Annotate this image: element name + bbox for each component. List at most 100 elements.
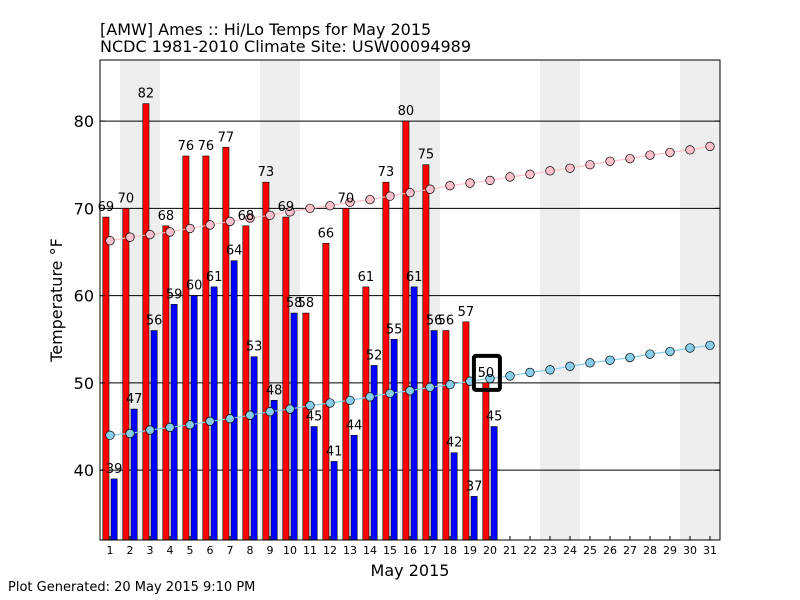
x-tick-label-18: 18 xyxy=(443,544,457,557)
high-label-day-6: 76 xyxy=(198,139,215,154)
low-bar-day-17 xyxy=(430,330,438,541)
low-bar-day-6 xyxy=(210,286,218,541)
normal-high-point-day-23 xyxy=(545,166,555,176)
x-tick-label-15: 15 xyxy=(383,544,397,557)
x-tick-label-31: 31 xyxy=(703,544,717,557)
normal-low-point-day-25 xyxy=(585,358,595,368)
normal-high-point-day-3 xyxy=(145,229,155,240)
x-tick-label-25: 25 xyxy=(583,544,597,557)
low-bar-day-7 xyxy=(230,260,238,541)
low-bar-day-5 xyxy=(190,295,198,541)
low-bar-day-16 xyxy=(410,286,418,541)
normal-high-point-day-2 xyxy=(125,232,135,242)
high-label-day-8: 68 xyxy=(238,209,255,224)
low-label-day-6: 61 xyxy=(206,270,223,285)
low-label-day-8: 53 xyxy=(246,340,263,355)
high-label-day-20: 50 xyxy=(478,366,495,381)
y-tick-label-50: 50 xyxy=(74,374,94,393)
normal-high-point-day-31 xyxy=(705,141,715,152)
low-label-day-14: 52 xyxy=(366,348,383,363)
y-axis-label: Temperature °F xyxy=(47,238,66,363)
normal-low-point-day-10 xyxy=(285,404,295,414)
normal-high-point-day-21 xyxy=(505,172,515,182)
normal-high-point-day-12 xyxy=(325,201,335,211)
high-bar-day-20 xyxy=(482,382,490,541)
x-tick-label-17: 17 xyxy=(423,544,437,557)
high-label-day-14: 61 xyxy=(358,270,375,285)
x-tick-label-6: 6 xyxy=(207,544,214,557)
low-label-day-5: 60 xyxy=(186,279,203,294)
low-label-day-2: 47 xyxy=(126,392,143,407)
normal-high-point-day-18 xyxy=(445,181,455,191)
normal-high-point-day-14 xyxy=(365,194,375,205)
normal-high-point-day-5 xyxy=(185,223,195,234)
high-label-day-1: 69 xyxy=(98,200,115,215)
x-tick-label-5: 5 xyxy=(187,544,194,557)
x-tick-label-28: 28 xyxy=(643,544,657,557)
normal-low-point-day-16 xyxy=(405,386,415,396)
normal-high-point-day-8 xyxy=(245,213,255,223)
high-bar-day-19 xyxy=(462,321,470,541)
high-label-day-16: 80 xyxy=(398,104,415,119)
high-bar-day-10 xyxy=(282,216,290,541)
normal-high-point-day-15 xyxy=(385,191,395,201)
weekend-band-day-23 xyxy=(540,60,560,540)
normal-high-point-day-10 xyxy=(285,207,295,217)
normal-low-point-day-21 xyxy=(505,371,515,381)
x-axis-label: May 2015 xyxy=(371,561,450,580)
normal-low-point-day-8 xyxy=(245,410,255,420)
low-bar-day-8 xyxy=(250,356,258,541)
normal-high-point-day-20 xyxy=(485,175,495,186)
x-tick-label-21: 21 xyxy=(503,544,517,557)
low-label-day-17: 56 xyxy=(426,314,443,329)
normal-low-point-day-5 xyxy=(185,420,195,430)
x-tick-label-12: 12 xyxy=(323,544,337,557)
normal-high-point-day-7 xyxy=(225,216,235,227)
normal-low-point-day-13 xyxy=(345,395,355,406)
high-label-day-13: 70 xyxy=(338,191,355,206)
normal-low-point-day-24 xyxy=(565,361,575,371)
normal-high-point-day-13 xyxy=(345,197,355,207)
y-tick-label-60: 60 xyxy=(74,287,94,306)
normal-high-point-day-16 xyxy=(405,188,415,198)
chart-title-line2: NCDC 1981-2010 Climate Site: USW00094989 xyxy=(100,37,471,56)
low-bar-day-19 xyxy=(470,496,478,541)
normal-high-point-day-24 xyxy=(565,163,575,173)
high-bar-day-1 xyxy=(102,216,110,541)
normal-high-point-day-9 xyxy=(265,210,275,220)
low-bar-day-4 xyxy=(170,304,178,541)
normal-low-point-day-18 xyxy=(445,380,455,390)
low-label-day-7: 64 xyxy=(226,244,243,259)
normal-low-point-day-4 xyxy=(165,422,175,433)
weekend-band-day-24 xyxy=(560,60,580,540)
low-label-day-12: 41 xyxy=(326,444,343,459)
low-bar-day-2 xyxy=(130,408,138,541)
normal-low-point-day-2 xyxy=(125,428,135,439)
x-tick-label-9: 9 xyxy=(267,544,274,557)
low-bar-day-18 xyxy=(450,452,458,541)
normal-high-point-day-4 xyxy=(165,227,175,237)
low-label-day-10: 58 xyxy=(286,296,303,311)
normal-high-point-day-17 xyxy=(425,184,435,194)
normal-low-point-day-22 xyxy=(525,367,535,378)
x-tick-label-8: 8 xyxy=(247,544,254,557)
normal-low-point-day-23 xyxy=(545,365,555,375)
high-bar-day-5 xyxy=(182,155,190,541)
high-bar-day-14 xyxy=(362,286,370,541)
low-label-day-16: 61 xyxy=(406,270,423,285)
normal-high-point-day-30 xyxy=(685,145,695,155)
low-bar-day-3 xyxy=(150,330,158,541)
x-tick-label-3: 3 xyxy=(147,544,154,557)
x-tick-label-24: 24 xyxy=(563,544,577,557)
plot-generated-footer: Plot Generated: 20 May 2015 9:10 PM xyxy=(8,580,255,595)
normal-high-point-day-11 xyxy=(305,203,315,214)
low-bar-day-14 xyxy=(370,365,378,541)
high-bar-day-16 xyxy=(402,120,410,541)
normal-low-point-day-27 xyxy=(625,352,635,363)
low-label-day-3: 56 xyxy=(146,314,163,329)
high-label-day-9: 73 xyxy=(258,165,275,180)
normal-low-point-day-17 xyxy=(425,382,435,392)
high-bar-day-11 xyxy=(302,312,310,541)
normal-low-point-day-6 xyxy=(205,416,215,426)
weekend-band-day-31 xyxy=(700,60,720,540)
